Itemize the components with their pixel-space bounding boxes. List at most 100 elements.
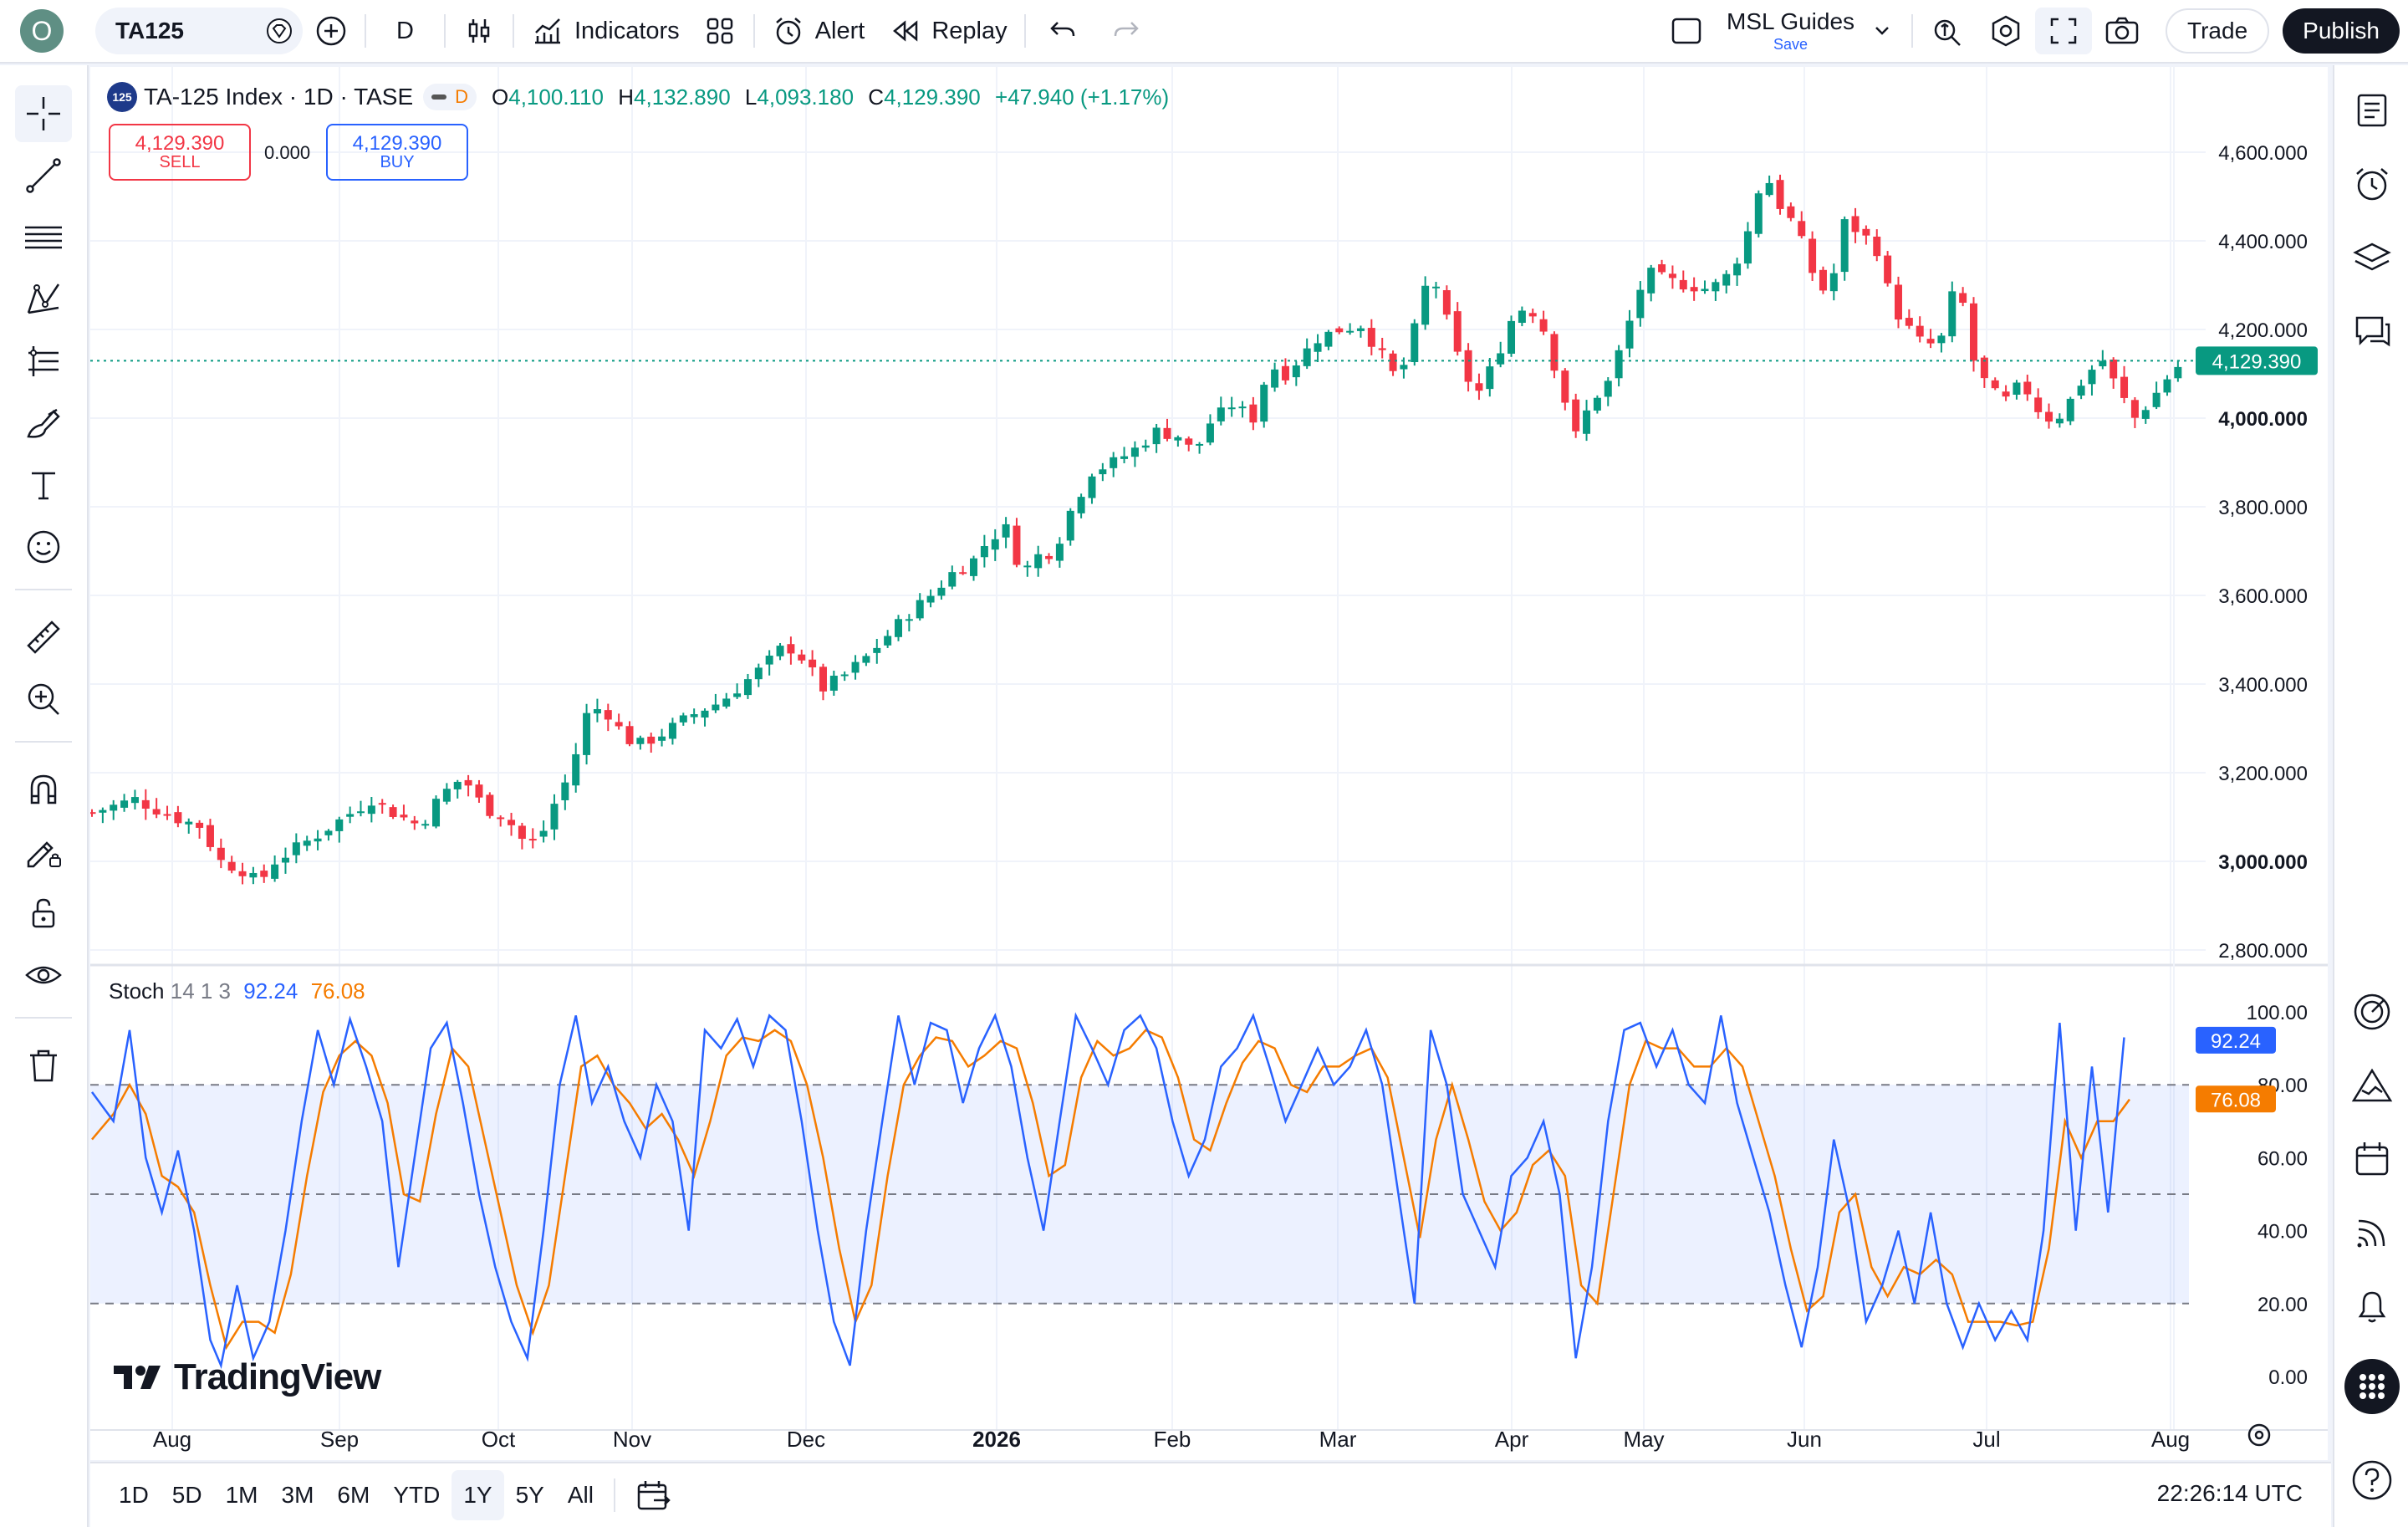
range-6m[interactable]: 6M (337, 1482, 370, 1508)
help-icon (2352, 1460, 2392, 1500)
settings-button[interactable] (1977, 8, 2035, 54)
data-status-pill[interactable]: D (423, 84, 477, 110)
crosshair-tool[interactable] (15, 85, 72, 142)
brand-name: TradingView (174, 1356, 381, 1397)
interval-button[interactable]: D (396, 17, 414, 44)
candle-body (1884, 255, 1892, 283)
notifications-button[interactable] (2344, 1278, 2400, 1335)
candle-body (464, 779, 472, 786)
close-value: 4,129.390 (884, 84, 981, 110)
candle-body (1196, 443, 1204, 446)
magnet-tool[interactable] (15, 761, 72, 818)
layout-select[interactable]: MSL Guides Save (1656, 8, 1906, 54)
go-to-date-button[interactable] (624, 1470, 684, 1520)
chats-button[interactable] (2344, 303, 2400, 360)
candle-body (249, 872, 258, 878)
candle-body (1260, 385, 1268, 422)
candle-body (1066, 510, 1074, 541)
candle-body (1013, 525, 1021, 565)
user-avatar[interactable]: O (20, 9, 64, 53)
news-button[interactable] (2344, 1204, 2400, 1261)
range-1m[interactable]: 1M (225, 1482, 258, 1508)
range-all[interactable]: All (567, 1482, 594, 1508)
sell-button[interactable]: 4,129.390 SELL (109, 124, 251, 181)
range-5y[interactable]: 5Y (515, 1482, 544, 1508)
object-tree-button[interactable] (2344, 229, 2400, 286)
open-key: O (492, 84, 509, 110)
lock-drawing-tool[interactable] (15, 823, 72, 880)
range-3m[interactable]: 3M (281, 1482, 314, 1508)
brush-tool[interactable] (15, 395, 72, 452)
tradingview-mark-icon (114, 1366, 161, 1389)
publish-button[interactable]: Publish (2283, 8, 2400, 54)
symbol-search[interactable]: TA125 (95, 8, 303, 54)
compare-button[interactable] (303, 8, 360, 54)
range-1d[interactable]: 1D (119, 1482, 149, 1508)
trend-line-tool[interactable] (15, 147, 72, 204)
indicators-button[interactable]: Indicators (519, 8, 691, 54)
help-button[interactable] (2344, 1452, 2400, 1509)
undo-button[interactable] (1031, 8, 1094, 54)
signal-icon (2357, 1219, 2385, 1248)
candle-body (1303, 348, 1311, 366)
range-5d[interactable]: 5D (171, 1482, 202, 1508)
trade-button[interactable]: Trade (2166, 8, 2270, 54)
candle-body (701, 710, 709, 718)
separator (15, 1017, 72, 1019)
candle-body (2002, 391, 2010, 397)
candle-body (196, 822, 204, 828)
candle-body (1840, 219, 1849, 273)
fib-tool[interactable] (15, 209, 72, 266)
quick-search-button[interactable] (1918, 8, 1977, 54)
text-tool[interactable] (15, 457, 72, 513)
replay-button[interactable]: Replay (876, 8, 1018, 54)
chart-canvas[interactable]: Aug Sep Oct Nov Dec 2026 Feb Mar Apr May Jun Jul Aug… (90, 67, 2328, 1460)
candle-body (690, 714, 698, 718)
time-axis-label: 2026 (972, 1427, 1021, 1452)
symbol-name: TA125 (115, 18, 184, 43)
alert-button[interactable]: Alert (760, 8, 877, 54)
candle-body (303, 840, 311, 846)
remove-drawings-tool[interactable] (15, 1037, 72, 1094)
series-title[interactable]: TA-125 Index · 1D · TASE (144, 84, 414, 110)
candle-body (1539, 319, 1548, 332)
candle-body (1615, 350, 1623, 379)
fullscreen-button[interactable] (2035, 8, 2093, 54)
clock[interactable]: 22:26:14 UTC (2156, 1480, 2303, 1506)
products-button[interactable] (2344, 1358, 2400, 1415)
pattern-tool[interactable] (15, 271, 72, 328)
forecast-tool[interactable] (15, 333, 72, 390)
zoom-tool[interactable] (15, 671, 72, 728)
chevron-down-icon (1875, 27, 1889, 35)
lock-icon (32, 898, 55, 928)
separator (15, 589, 72, 590)
range-1y[interactable]: 1Y (452, 1470, 504, 1520)
measure-tool[interactable] (15, 609, 72, 666)
screener-button[interactable] (2344, 983, 2400, 1040)
watchlist-button[interactable] (2344, 82, 2400, 139)
candle-body (970, 558, 978, 576)
stoch-legend[interactable]: Stoch 14 1 3 92.24 76.08 (109, 978, 365, 1004)
candle-body (453, 781, 462, 789)
layouts-button[interactable] (691, 8, 748, 54)
snapshot-button[interactable] (2092, 8, 2152, 54)
forecast-icon (28, 346, 59, 376)
candle-body (1002, 523, 1010, 538)
candle-body (2099, 360, 2107, 367)
brush-icon (27, 408, 60, 438)
hide-drawings-tool[interactable] (15, 947, 72, 1004)
calendar-button[interactable] (2344, 1131, 2400, 1187)
alerts-panel-button[interactable] (2344, 156, 2400, 212)
range-ytd[interactable]: YTD (393, 1482, 441, 1508)
delay-badge: D (455, 86, 469, 107)
icons-tool[interactable] (15, 518, 72, 575)
chart-area[interactable]: Aug Sep Oct Nov Dec 2026 Feb Mar Apr May Jun Jul Aug… (90, 67, 2328, 1460)
lock-all-tool[interactable] (15, 885, 72, 942)
tradingview-logo[interactable]: TradingView (112, 1356, 381, 1398)
calendar-arrow-icon (637, 1481, 671, 1510)
ideas-button[interactable] (2344, 1057, 2400, 1114)
chart-type-button[interactable] (451, 8, 508, 54)
redo-button[interactable] (1094, 8, 1158, 54)
buy-button[interactable]: 4,129.390 BUY (326, 124, 468, 181)
series-legend[interactable]: 125 TA-125 Index · 1D · TASE D O4,100.11… (107, 82, 1177, 112)
